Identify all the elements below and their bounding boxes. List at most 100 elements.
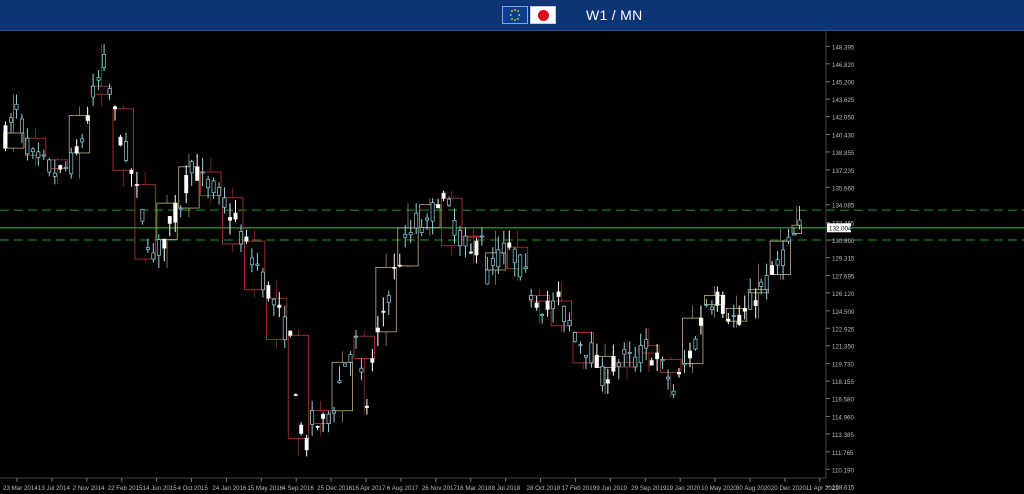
- weekly-candle-body: [167, 216, 172, 224]
- weekly-candle-body: [611, 356, 616, 372]
- eu-flag-icon: [502, 6, 528, 24]
- chart-title: W1 / MN: [586, 7, 643, 23]
- price-tick-label: 130.890: [832, 238, 855, 245]
- eu-stars-icon: [509, 9, 521, 21]
- weekly-candle-body: [293, 394, 298, 396]
- monthly-candle-body: [484, 252, 507, 271]
- weekly-candle-body: [666, 376, 671, 380]
- weekly-candle-body: [145, 247, 150, 250]
- weekly-candle-body: [260, 271, 265, 291]
- time-tick-label: 4 Oct 2015: [178, 485, 209, 492]
- weekly-candle-body: [184, 174, 189, 194]
- weekly-candle-body: [534, 302, 539, 308]
- time-tick-label: 6 Aug 2017: [387, 485, 419, 492]
- weekly-candle-body: [408, 232, 413, 236]
- weekly-candle-body: [688, 350, 692, 359]
- time-tick-label: 14 Jun 2015: [143, 485, 178, 492]
- weekly-candle-body: [463, 235, 468, 247]
- time-tick-label: 4 Sep 2016: [282, 485, 314, 492]
- weekly-candle-body: [447, 198, 451, 206]
- price-tick-label: 108.615: [832, 485, 855, 492]
- weekly-candle-body: [9, 117, 13, 123]
- weekly-candle-body: [490, 258, 495, 266]
- weekly-candle-body: [616, 362, 621, 368]
- weekly-candle-body: [277, 304, 282, 308]
- weekly-candle-body: [348, 354, 353, 363]
- weekly-candle-body: [288, 330, 293, 336]
- weekly-candle-body: [414, 212, 419, 229]
- weekly-candle-body: [326, 413, 331, 424]
- price-tick-label: 143.625: [832, 97, 855, 104]
- price-tick-label: 135.660: [832, 185, 855, 192]
- weekly-candle-body: [622, 349, 627, 355]
- weekly-candle-body: [671, 390, 676, 395]
- weekly-candle-body: [129, 169, 134, 174]
- weekly-candle-body: [573, 332, 577, 342]
- weekly-candle-body: [633, 356, 638, 368]
- weekly-candle-body: [731, 315, 736, 317]
- time-tick-label: 9 Jun 2019: [596, 485, 627, 492]
- candlestick-chart[interactable]: 148.395 146.820 145.200 143.625 142.050 140.4…: [0, 31, 1024, 494]
- weekly-candle-body: [162, 238, 167, 249]
- weekly-candle-body: [222, 197, 227, 208]
- current-price-marker: 132.004: [827, 223, 852, 233]
- japan-flag-icon: [530, 6, 556, 24]
- weekly-candle-body: [173, 202, 178, 223]
- weekly-candle-body: [436, 204, 441, 209]
- weekly-candles: [3, 44, 802, 457]
- weekly-candle-body: [304, 437, 309, 451]
- monthly-candle-body: [791, 224, 802, 234]
- weekly-candle-body: [91, 85, 96, 98]
- weekly-candle-body: [233, 212, 238, 220]
- weekly-candle-body: [354, 335, 358, 338]
- weekly-candle-body: [30, 148, 35, 153]
- weekly-candle-body: [217, 187, 222, 196]
- weekly-candle-body: [737, 314, 742, 325]
- price-tick-label: 148.395: [832, 44, 855, 51]
- weekly-candle-body: [764, 274, 769, 291]
- weekly-candle-body: [452, 219, 457, 236]
- price-axis: 148.395 146.820 145.200 143.625 142.050 140.4…: [826, 44, 855, 492]
- monthly-candles: [3, 44, 802, 457]
- weekly-candle-body: [321, 414, 326, 419]
- weekly-candle-body: [266, 285, 271, 299]
- weekly-candle-body: [512, 248, 517, 264]
- weekly-candle-body: [518, 254, 523, 278]
- weekly-candle-body: [134, 184, 139, 186]
- price-tick-label: 146.820: [832, 62, 855, 69]
- weekly-candle-body: [69, 152, 74, 175]
- weekly-candle-body: [63, 166, 68, 169]
- weekly-candle-body: [775, 259, 780, 266]
- weekly-candle-body: [720, 295, 725, 314]
- weekly-candle-body: [507, 242, 512, 248]
- weekly-candle-body: [3, 125, 8, 149]
- weekly-candle-body: [479, 235, 484, 238]
- time-tick-label: 15 May 2016: [247, 485, 283, 492]
- time-tick-label: 26 Nov 2017: [422, 485, 458, 492]
- weekly-candle-body: [337, 380, 342, 384]
- weekly-candle-body: [786, 236, 791, 242]
- time-tick-label: 18 Mar 2018: [457, 485, 492, 492]
- price-tick-label: 110.190: [832, 467, 854, 474]
- weekly-candle-body: [14, 103, 19, 110]
- price-levels: [0, 209, 1024, 241]
- weekly-candle-body: [102, 54, 107, 68]
- monthly-candle-body: [331, 361, 353, 412]
- weekly-candle-body: [156, 239, 161, 256]
- weekly-candle-body: [107, 88, 112, 95]
- price-tick-label: 116.580: [832, 397, 854, 404]
- weekly-candle-body: [19, 118, 24, 134]
- price-tick-label: 114.960: [832, 414, 854, 421]
- price-tick-label: 145.200: [832, 80, 855, 87]
- weekly-candle-body: [589, 342, 594, 364]
- weekly-candle-body: [47, 159, 52, 173]
- weekly-candle-body: [249, 257, 254, 266]
- weekly-candle-body: [332, 410, 337, 414]
- weekly-candle-body: [206, 178, 211, 189]
- price-tick-label: 142.050: [832, 115, 855, 122]
- weekly-candle-body: [282, 316, 287, 340]
- monthly-candle-body: [112, 108, 134, 171]
- weekly-candle-body: [496, 249, 501, 268]
- weekly-candle-body: [25, 137, 30, 155]
- weekly-candle-body: [759, 281, 764, 287]
